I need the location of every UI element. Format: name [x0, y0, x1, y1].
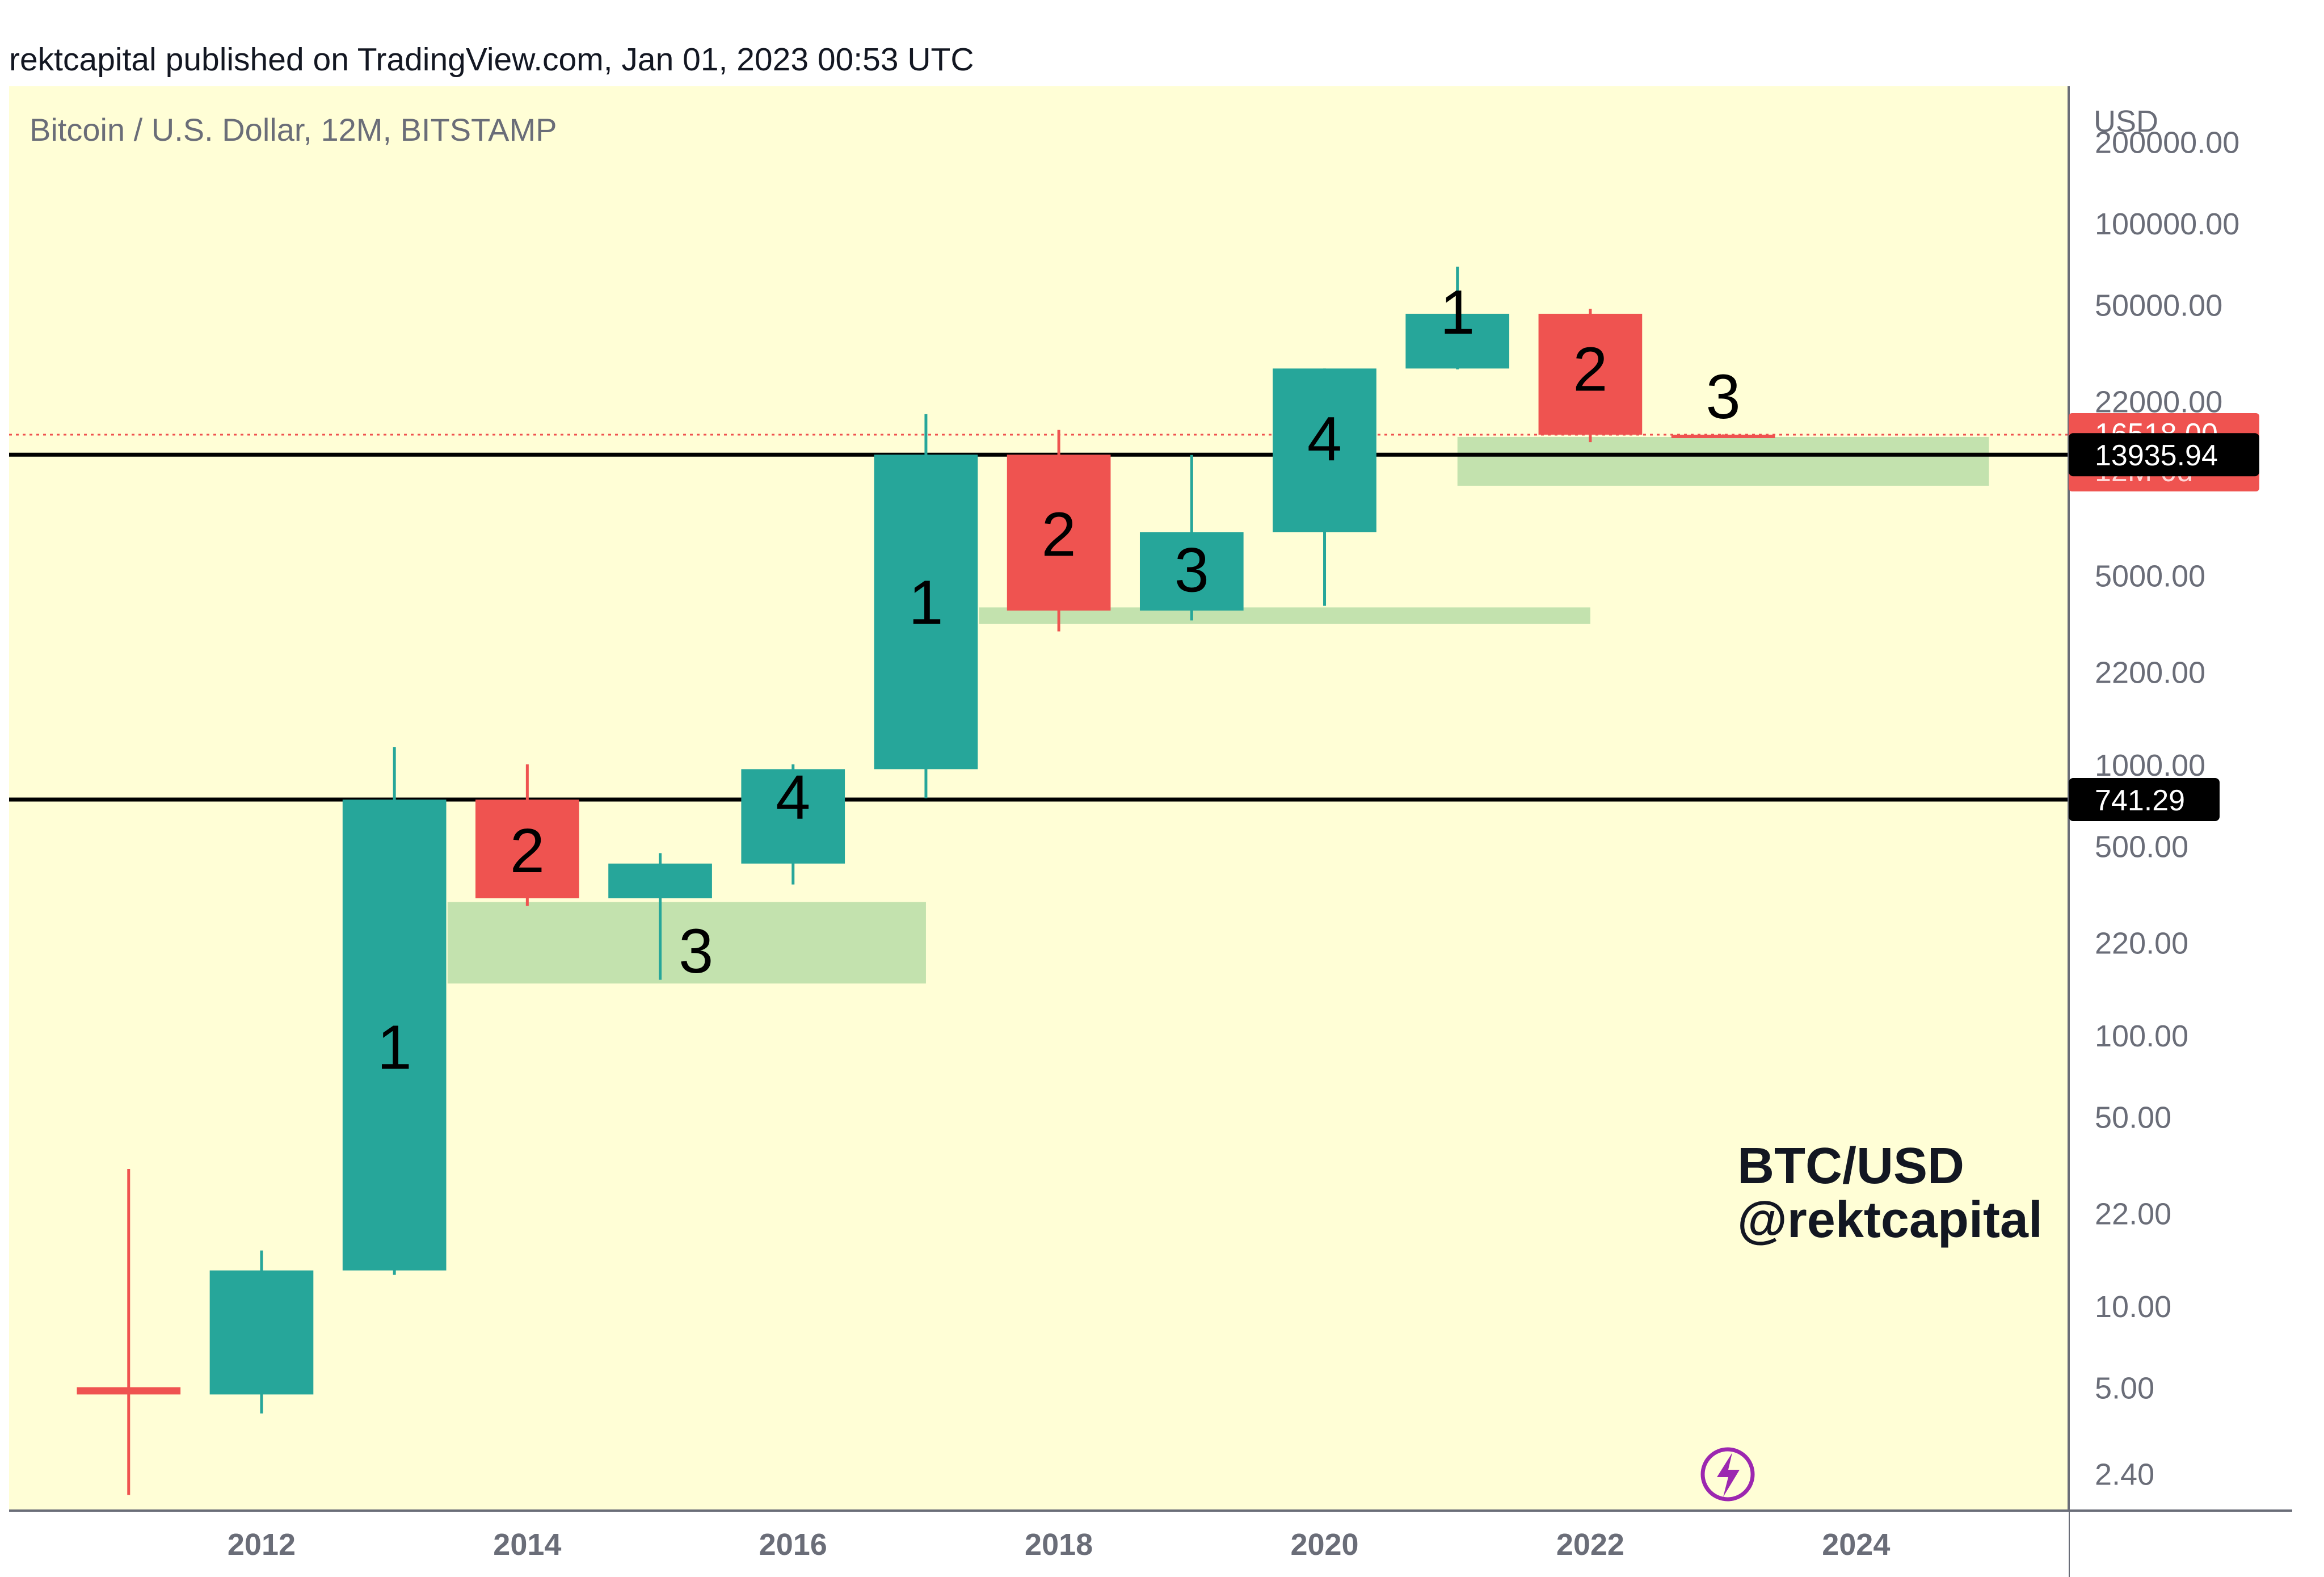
x-tick-label-2022: 2022: [1556, 1528, 1624, 1562]
candle-2023: [1671, 434, 1775, 438]
y-tick-label-13: 10.00: [2095, 1290, 2171, 1324]
x-tick-label-2014: 2014: [493, 1528, 561, 1562]
annotation-6: 2: [1042, 499, 1076, 569]
candle-body-2023: [1671, 434, 1775, 438]
annotation-2: 2: [510, 816, 545, 886]
support-zone-1: [447, 902, 926, 984]
watermark-line-2: @rektcapital: [1737, 1192, 2043, 1248]
candle-2013: [342, 747, 447, 1275]
time-axis[interactable]: 2012 2014 2016 2018 2020 2022 2024: [9, 1509, 2292, 1577]
chart-title: Bitcoin / U.S. Dollar, 12M, BITSTAMP: [30, 112, 557, 148]
annotation-1: 1: [377, 1013, 412, 1083]
candle-body-2016: [741, 769, 845, 864]
y-tick-label-10: 100.00: [2095, 1019, 2188, 1053]
horizontal-line-badge-1: [2069, 433, 2259, 477]
x-tick-label-2018: 2018: [1025, 1528, 1093, 1562]
candle-body-2012: [209, 1270, 314, 1395]
horizontal-line-label-1: 13935.94: [2095, 439, 2218, 472]
candle-2020: [1273, 368, 1376, 606]
candle-2022: [1538, 309, 1643, 443]
x-tick-label-2012: 2012: [228, 1528, 296, 1562]
candle-2015: [608, 853, 712, 980]
publish-line: rektcapital published on TradingView.com…: [9, 41, 974, 78]
watermark-line-1: BTC/USD: [1737, 1138, 1964, 1195]
y-tick-label-7: 1000.00: [2095, 748, 2205, 783]
support-zone-3: [1457, 437, 1989, 486]
y-tick-label-8: 500.00: [2095, 830, 2188, 864]
lightning-icon[interactable]: [1700, 1447, 1755, 1502]
candle-2016: [741, 764, 845, 885]
candle-2021: [1405, 266, 1510, 369]
candle-body-2015: [608, 863, 712, 898]
annotation-4: 4: [776, 763, 810, 832]
x-tick-label-2016: 2016: [759, 1528, 827, 1562]
annotation-3: 3: [679, 916, 713, 986]
candle-body-2011: [77, 1387, 181, 1395]
candle-body-2018: [1007, 455, 1111, 611]
y-tick-label-5: 5000.00: [2095, 560, 2205, 594]
y-tick-label-3: 50000.00: [2095, 289, 2222, 323]
y-tick-label-15: 2.40: [2095, 1458, 2154, 1492]
candle-body-2019: [1139, 532, 1244, 611]
candle-2014: [475, 764, 579, 906]
currency-label: USD: [2094, 104, 2158, 138]
annotation-8: 4: [1307, 404, 1342, 474]
candle-body-2013: [342, 800, 447, 1271]
annotation-10: 2: [1573, 335, 1607, 405]
horizontal-line-badge-2: [2069, 777, 2220, 821]
candle-body-2017: [874, 455, 978, 769]
price-axis[interactable]: USD 200000.00100000.0050000.0022000.0050…: [2068, 86, 2292, 1577]
horizontal-line-label-2: 741.29: [2095, 784, 2185, 817]
annotation-7: 3: [1174, 535, 1209, 605]
y-tick-label-14: 5.00: [2095, 1372, 2154, 1406]
candle-2019: [1139, 455, 1244, 621]
annotation-11: 3: [1706, 362, 1741, 432]
watermark: BTC/USD @rektcapital: [1737, 1138, 2043, 1248]
candle-body-2022: [1538, 313, 1643, 435]
candle-body-2020: [1273, 368, 1376, 533]
candle-body-2021: [1405, 313, 1510, 369]
x-tick-label-2024: 2024: [1822, 1528, 1890, 1562]
y-tick-label-1: 200000.00: [2095, 125, 2239, 159]
x-tick-label-2020: 2020: [1290, 1528, 1358, 1562]
annotation-9: 1: [1440, 277, 1475, 347]
candle-2012: [209, 1250, 314, 1414]
candle-body-2014: [475, 800, 579, 898]
y-tick-label-11: 50.00: [2095, 1101, 2171, 1135]
candle-2017: [874, 414, 978, 798]
y-tick-label-9: 220.00: [2095, 927, 2188, 961]
candle-2011: [77, 1168, 181, 1495]
y-tick-label-2: 100000.00: [2095, 207, 2239, 241]
y-tick-label-12: 22.00: [2095, 1197, 2171, 1231]
y-tick-label-6: 2200.00: [2095, 656, 2205, 690]
annotation-5: 1: [908, 568, 943, 638]
candle-2018: [1007, 430, 1111, 632]
